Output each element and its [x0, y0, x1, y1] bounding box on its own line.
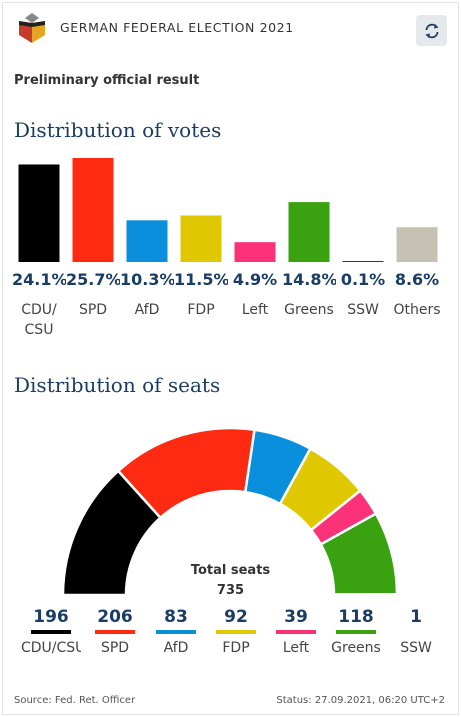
- footer-status: Status: 27.09.2021, 06:20 UTC+2: [276, 695, 445, 706]
- vote-party-left: Left: [241, 302, 269, 318]
- seats-hemicycle-chart: [61, 426, 399, 597]
- vote-party-others: Others: [393, 302, 441, 318]
- vote-bar-fdp: [180, 215, 222, 262]
- seat-swatch-greens: [336, 630, 376, 634]
- vote-bar-ssw: [342, 261, 384, 262]
- vote-value-left: 4.9%: [232, 270, 278, 289]
- vote-value-others: 8.6%: [394, 270, 440, 289]
- vote-value-cdu-csu: 24.1%: [12, 270, 66, 289]
- vote-party-spd: SPD: [78, 302, 108, 318]
- vote-bar-spd: [72, 158, 114, 262]
- header: GERMAN FEDERAL ELECTION 2021: [0, 0, 457, 56]
- seat-party-cdu-csu: CDU/CSU: [21, 640, 81, 656]
- vote-value-afd: 10.3%: [120, 270, 174, 289]
- seat-party-left: Left: [282, 640, 310, 656]
- seat-value-afd: 83: [164, 607, 188, 627]
- vote-party-ssw: SSW: [347, 302, 379, 318]
- seat-party-greens: Greens: [331, 640, 381, 656]
- seat-swatch-spd: [95, 630, 135, 634]
- vote-value-ssw: 0.1%: [340, 270, 386, 289]
- vote-value-greens: 14.8%: [282, 270, 336, 289]
- vote-value-fdp: 11.5%: [174, 270, 228, 289]
- refresh-button[interactable]: [416, 15, 447, 46]
- result-status: Preliminary official result: [14, 73, 200, 88]
- seat-arc-ssw: [332, 593, 399, 597]
- vote-party-fdp: FDP: [187, 302, 215, 318]
- seat-value-spd: 206: [97, 607, 133, 627]
- seat-party-fdp: FDP: [222, 640, 250, 656]
- seat-swatch-fdp: [216, 630, 256, 634]
- seat-value-cdu-csu: 196: [33, 607, 69, 627]
- seat-value-fdp: 92: [224, 607, 248, 627]
- vote-bar-others: [396, 227, 438, 262]
- votes-section-title: Distribution of votes: [14, 118, 222, 142]
- seat-value-left: 39: [284, 607, 308, 627]
- vote-bar-cdu-csu: [18, 164, 60, 262]
- vote-bar-afd: [126, 220, 168, 262]
- ballot-box-icon: [19, 13, 45, 43]
- app-title: GERMAN FEDERAL ELECTION 2021: [60, 20, 294, 35]
- vote-party-cdu-csu: CDU/CSU: [21, 302, 57, 338]
- seats-section-title: Distribution of seats: [14, 373, 221, 397]
- seat-party-afd: AfD: [163, 640, 189, 656]
- votes-bar-chart: [18, 158, 438, 262]
- seat-swatch-left: [276, 630, 316, 634]
- seat-value-ssw: 1: [410, 607, 422, 627]
- seat-swatch-afd: [156, 630, 196, 634]
- total-seats-label: Total seats: [190, 563, 271, 578]
- vote-bar-greens: [288, 202, 330, 262]
- total-seats-value: 735: [216, 583, 245, 598]
- refresh-icon: [425, 23, 438, 38]
- vote-party-afd: AfD: [134, 302, 160, 318]
- seat-party-ssw: SSW: [400, 640, 432, 656]
- vote-party-greens: Greens: [284, 302, 334, 318]
- seat-party-spd: SPD: [100, 640, 130, 656]
- vote-value-spd: 25.7%: [66, 270, 120, 289]
- seat-swatch-cdu-csu: [31, 630, 71, 634]
- footer-source: Source: Fed. Ret. Officer: [14, 695, 136, 706]
- vote-bar-left: [234, 242, 276, 262]
- seat-value-greens: 118: [338, 607, 374, 627]
